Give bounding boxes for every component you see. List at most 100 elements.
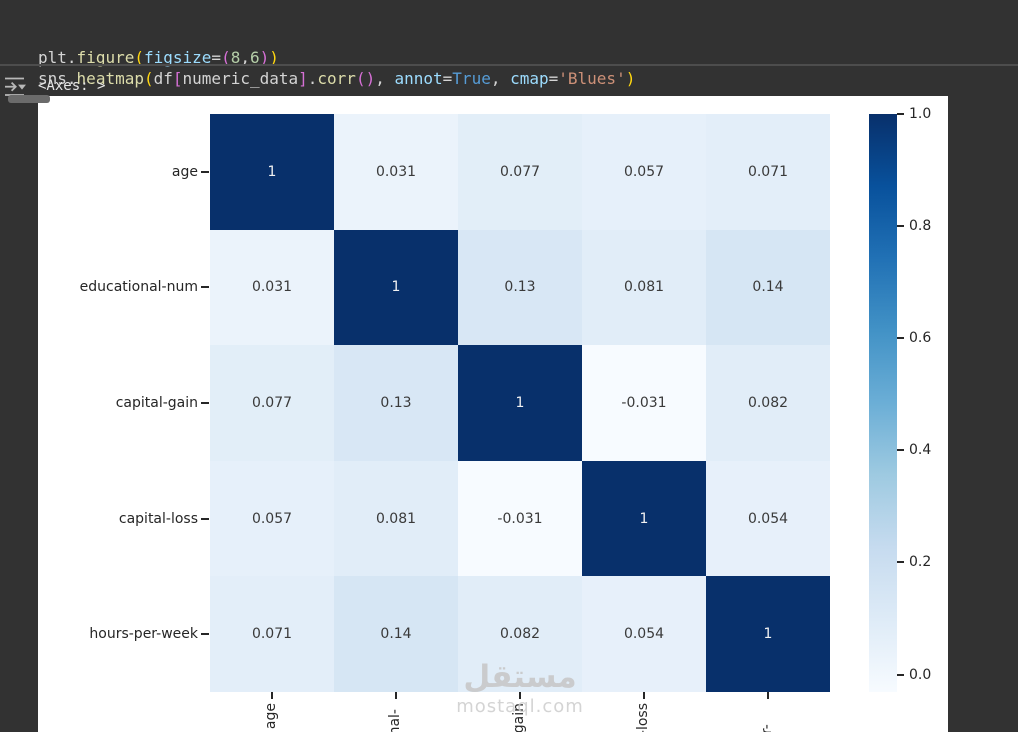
code-token: cmap (510, 69, 549, 88)
heatmap-cell: 1 (706, 576, 830, 692)
colorbar (869, 114, 897, 692)
colorbar-tick-label: 0.8 (909, 218, 932, 235)
colorbar-tick-mark (897, 225, 904, 228)
y-tick-mark (201, 633, 209, 636)
heatmap-cell: -0.031 (458, 460, 582, 577)
y-tick-mark (201, 402, 209, 404)
code-line[interactable]: plt.figure(figsize=(8,6)) (38, 47, 635, 68)
heatmap-cell: 0.081 (582, 229, 706, 346)
x-tick-label: capital-loss (635, 703, 653, 732)
y-tick-label: capital-loss (118, 510, 198, 527)
heatmap-cell: 1 (582, 460, 706, 577)
watermark-arabic: مستقل (463, 659, 577, 695)
heatmap-cell: 0.081 (334, 460, 458, 577)
code-token: 8 (230, 48, 241, 67)
colorbar-tick-label: 0.6 (909, 330, 932, 347)
code-token: ( (221, 48, 231, 67)
x-tick-label: hours-per-week (759, 703, 777, 732)
code-token: = (211, 48, 222, 67)
heatmap-figure: 1 0.031 0.077 0.057 0.071 0.031 1 0.13 0.081 0.14… (38, 96, 948, 732)
heatmap-cell: 0.031 (210, 229, 334, 346)
code-token: . (307, 69, 318, 88)
heatmap-cell: 0.071 (706, 114, 830, 230)
heatmap-cell: 0.13 (334, 345, 458, 461)
code-token: ( (143, 69, 154, 88)
code-token: annot (394, 69, 443, 88)
code-token: df (153, 69, 173, 88)
code-token: ) (625, 69, 636, 88)
heatmap-cell: 0.14 (334, 576, 458, 692)
code-token: ) (259, 48, 270, 67)
x-tick-mark (767, 692, 769, 699)
heatmap-cell: 1 (334, 229, 458, 346)
cell-divider (0, 64, 1018, 66)
x-tick-mark (395, 692, 397, 699)
heatmap-cell: 0.082 (458, 576, 582, 692)
heatmap-grid: 1 0.031 0.077 0.057 0.071 0.031 1 0.13 0.081 0.14… (210, 114, 830, 692)
x-tick-label: educational-num (387, 703, 405, 732)
x-tick-mark (271, 692, 273, 699)
y-tick-label: hours-per-week (89, 626, 198, 643)
code-token: ( (134, 48, 144, 67)
heatmap-cell: 0.077 (458, 114, 582, 230)
code-lines: plt.figure(figsize=(8,6)) sns.heatmap(df[… (38, 47, 635, 89)
colorbar-tick-label: 0.4 (909, 442, 932, 459)
code-token: 'Blues' (558, 69, 626, 88)
colorbar-tick-label: 0.0 (909, 666, 932, 683)
axes-output-label: <Axes: > (38, 78, 106, 94)
scrollbar-thumb[interactable] (8, 95, 50, 103)
heatmap-cell: 0.057 (582, 114, 706, 230)
heatmap-cell: 1 (210, 114, 334, 230)
code-token: , (490, 69, 511, 88)
code-token: True (452, 69, 491, 88)
code-token: sns (38, 69, 67, 88)
colorbar-tick-mark (897, 449, 904, 452)
code-token: , (375, 69, 395, 88)
y-tick-mark (201, 170, 209, 173)
heatmap-cell: 0.054 (706, 460, 830, 577)
heatmap-cell: 0.077 (210, 345, 334, 461)
code-token: figsize (143, 48, 212, 67)
colorbar-tick-mark (897, 113, 904, 115)
code-token: ( (355, 69, 366, 88)
x-tick-mark (519, 692, 521, 699)
colorbar-tick-mark (897, 561, 904, 564)
y-tick-mark (201, 517, 209, 520)
code-token: = (548, 69, 559, 88)
heatmap-cell: 0.031 (334, 114, 458, 230)
code-token: , (240, 48, 250, 67)
code-token: corr (317, 69, 356, 88)
code-token: ] (298, 69, 308, 88)
y-tick-label: age (171, 163, 198, 180)
heatmap-cell: 0.13 (458, 229, 582, 346)
code-line[interactable]: sns.heatmap(df[numeric_data].corr(), ann… (38, 68, 635, 89)
code-token: figure (76, 48, 135, 67)
code-token: heatmap (76, 69, 144, 88)
colorbar-tick-label: 1.0 (909, 106, 932, 122)
code-token: . (66, 69, 77, 88)
colorbar-tick-label: 0.2 (909, 554, 932, 571)
code-token: . (66, 48, 77, 67)
x-tick-mark (643, 692, 645, 699)
code-cell[interactable]: plt.figure(figsize=(8,6)) sns.heatmap(df[… (38, 5, 635, 131)
colorbar-tick-mark (897, 673, 904, 676)
code-token: [ (172, 69, 183, 88)
heatmap-cell: 0.071 (210, 576, 334, 692)
heatmap-cell: 0.054 (582, 576, 706, 692)
y-tick-mark (201, 286, 209, 289)
code-token: numeric_data (182, 69, 299, 88)
heatmap-cell: 1 (458, 345, 582, 461)
heatmap-cell: 0.14 (706, 229, 830, 346)
code-token: 6 (249, 48, 260, 67)
code-token: = (442, 69, 453, 88)
watermark-latin: mostaql.com (456, 696, 584, 717)
x-tick-label: age (263, 703, 279, 730)
code-token: ) (365, 69, 376, 88)
code-token: ) (269, 48, 279, 67)
heatmap-cell: 0.082 (706, 345, 830, 461)
code-token: plt (38, 48, 67, 67)
y-tick-label: educational-num (79, 279, 198, 296)
heatmap-cell: -0.031 (582, 345, 706, 461)
heatmap-cell: 0.057 (210, 460, 334, 577)
